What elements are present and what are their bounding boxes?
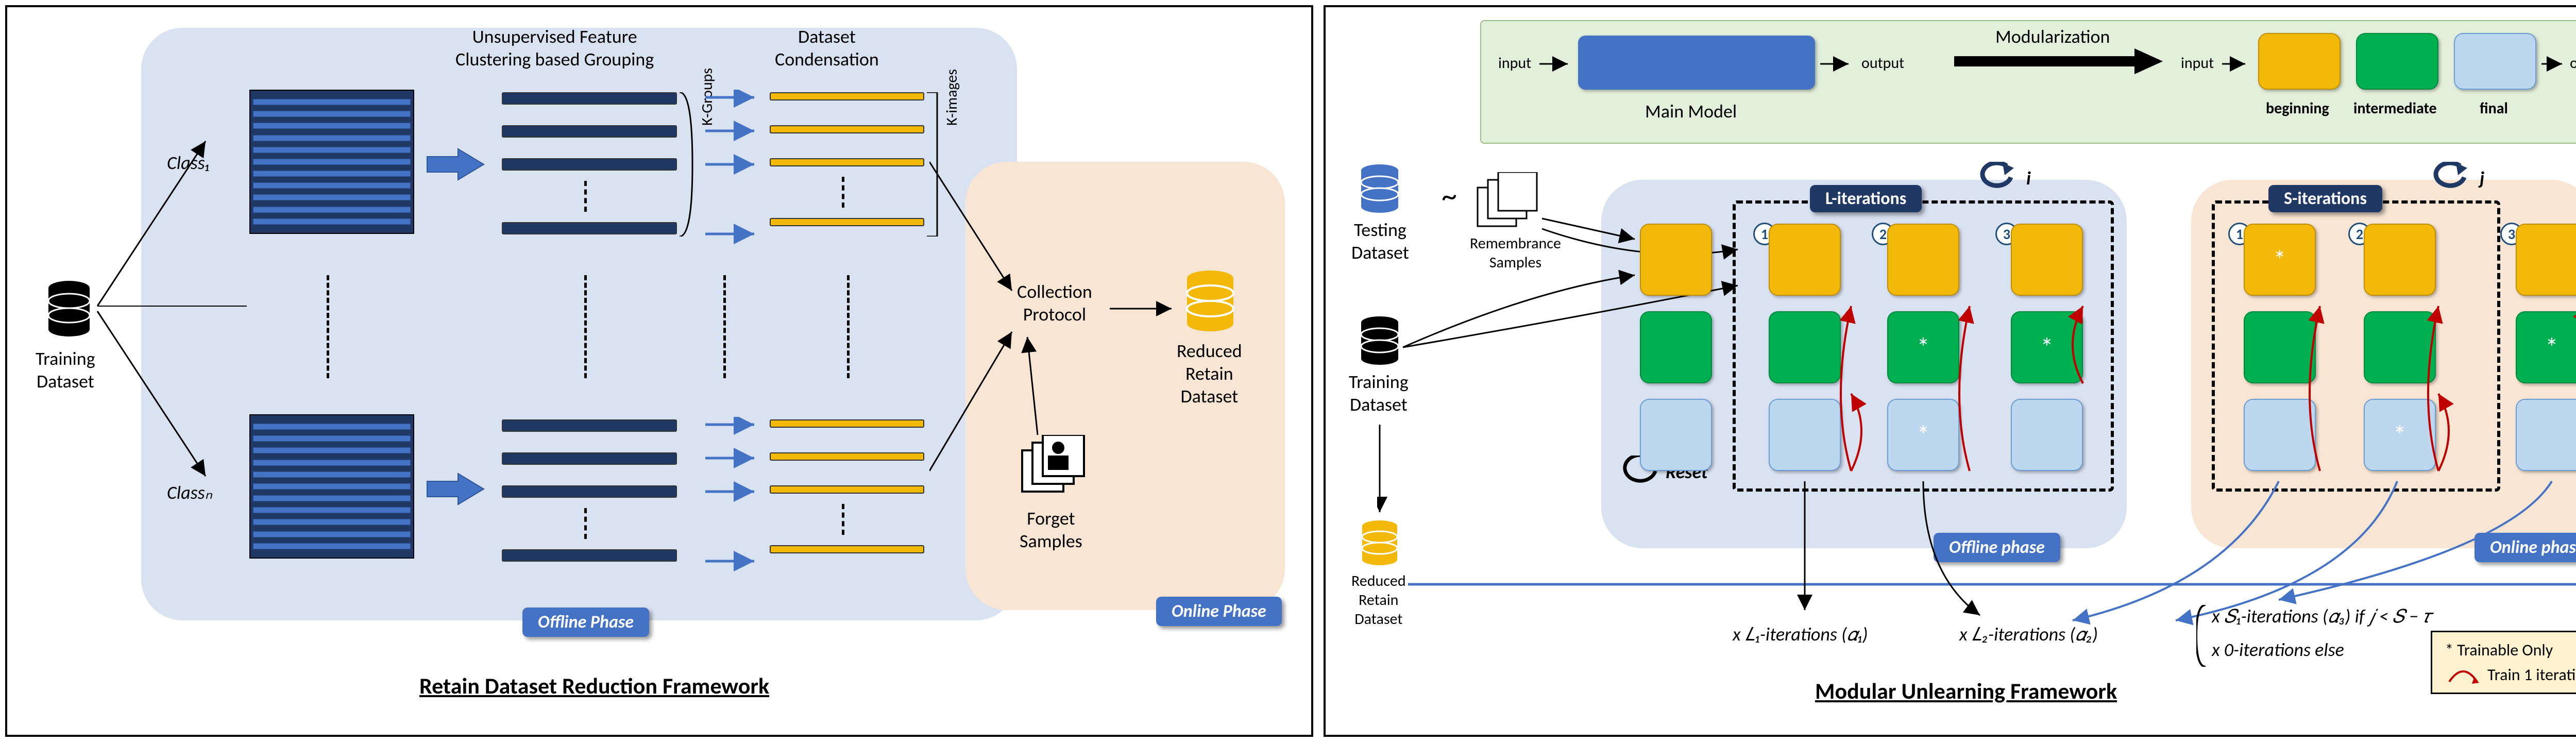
green-input1: input xyxy=(1498,54,1531,73)
class1-label: Class₁ xyxy=(167,151,209,174)
offline-phase-tag: Offline Phase xyxy=(522,608,649,637)
col-l3: * xyxy=(2011,224,2083,471)
reduced-db-icon xyxy=(1184,270,1236,334)
green-arr2 xyxy=(1820,56,1856,72)
kgroups-bottom xyxy=(502,419,677,562)
forget-samples-label: ForgetSamples xyxy=(1020,507,1082,552)
left-panel: Training Dataset Class₁ Classₙ Unsupervi… xyxy=(5,5,1313,737)
online-phase-tag: Online Phase xyxy=(1156,597,1282,626)
legend-star: * Trainable Only xyxy=(2445,640,2576,660)
db-fanout-arrows xyxy=(92,126,247,486)
kgroups-top xyxy=(502,92,677,234)
green-mod-orange xyxy=(2258,33,2341,90)
col-s2: * xyxy=(2364,224,2436,471)
green-beginning: beginning xyxy=(2266,99,2329,118)
left-title: Retain Dataset Reduction Framework xyxy=(419,672,769,700)
s-loop-icon xyxy=(2428,162,2475,195)
condensed-bottom xyxy=(770,419,924,553)
s-iterations-tag: S-iterations xyxy=(2268,185,2382,212)
right-title: Modular Unlearning Framework xyxy=(1815,677,2117,705)
training-db-label: Training Dataset xyxy=(36,347,95,393)
training-db-icon xyxy=(46,280,92,340)
arr-g2c-top xyxy=(703,90,765,244)
classn-block xyxy=(249,414,414,559)
green-arr4 xyxy=(2541,56,2570,72)
l-loop-i: i xyxy=(2026,167,2031,190)
green-arr3 xyxy=(2222,56,2253,72)
green-big-arrow xyxy=(1954,48,2165,74)
cp-arrow-out xyxy=(1110,298,1182,319)
classn-label: Classₙ xyxy=(167,481,212,504)
green-intermediate: intermediate xyxy=(2353,99,2437,118)
green-mod-blue xyxy=(2454,33,2536,90)
kimages-label: K-images xyxy=(942,69,961,126)
eq-l2: x 𝐿₂-iterations (𝛼₂) xyxy=(1959,623,2098,646)
forget-samples-icon xyxy=(1017,435,1089,504)
reduced-db-label: ReducedRetainDataset xyxy=(1177,340,1242,408)
legend-curve-icon xyxy=(2445,664,2481,685)
cp-arrows-in xyxy=(929,157,1043,476)
green-mod-green xyxy=(2356,33,2438,90)
green-arr1 xyxy=(1539,56,1575,72)
green-main-model-box xyxy=(1578,36,1815,90)
green-main-model-label: Main Model xyxy=(1645,100,1737,123)
s-loop-j: j xyxy=(2480,167,2484,190)
mid-dashes xyxy=(249,255,929,399)
arrow-classn-group xyxy=(425,471,486,507)
kgroups-bracket xyxy=(680,92,695,239)
eq-l1: x 𝐿₁-iterations (𝛼₁) xyxy=(1733,623,1868,646)
col-0 xyxy=(1640,224,1712,471)
condensed-top xyxy=(770,92,924,226)
green-output1: output xyxy=(1861,54,1904,73)
arrow-class1-group xyxy=(425,146,486,182)
feature-header: Unsupervised FeatureClustering based Gro… xyxy=(455,25,654,71)
arr-g2c-bot xyxy=(703,417,765,571)
eq-s1b: x 0-iterations else xyxy=(2212,638,2344,661)
col-s1: * xyxy=(2244,224,2316,471)
right-panel: input output Main Model Modularization i… xyxy=(1324,5,2576,737)
green-input2: input xyxy=(2181,54,2214,73)
green-output2: output xyxy=(2570,54,2576,73)
eq-s-bracket xyxy=(2196,605,2209,669)
green-modularization-label: Modularization xyxy=(1995,25,2110,48)
legend-train: Train 1 iteration xyxy=(2487,665,2576,685)
l-iterations-tag: L-iterations xyxy=(1810,185,1922,212)
eq-s1a: x 𝑆₁-iterations (𝛼₃) if 𝑗 < 𝑆 − 𝜏 xyxy=(2212,605,2432,628)
col-l2: * * xyxy=(1887,224,1959,471)
class1-block xyxy=(249,90,414,234)
col-s3: * xyxy=(2516,224,2576,471)
condensation-header: DatasetCondensation xyxy=(775,25,879,71)
col-l1 xyxy=(1769,224,1841,471)
legend: * Trainable Only Train 1 iteration xyxy=(2431,631,2576,694)
green-final: final xyxy=(2480,99,2508,118)
l-loop-icon xyxy=(1975,162,2021,195)
